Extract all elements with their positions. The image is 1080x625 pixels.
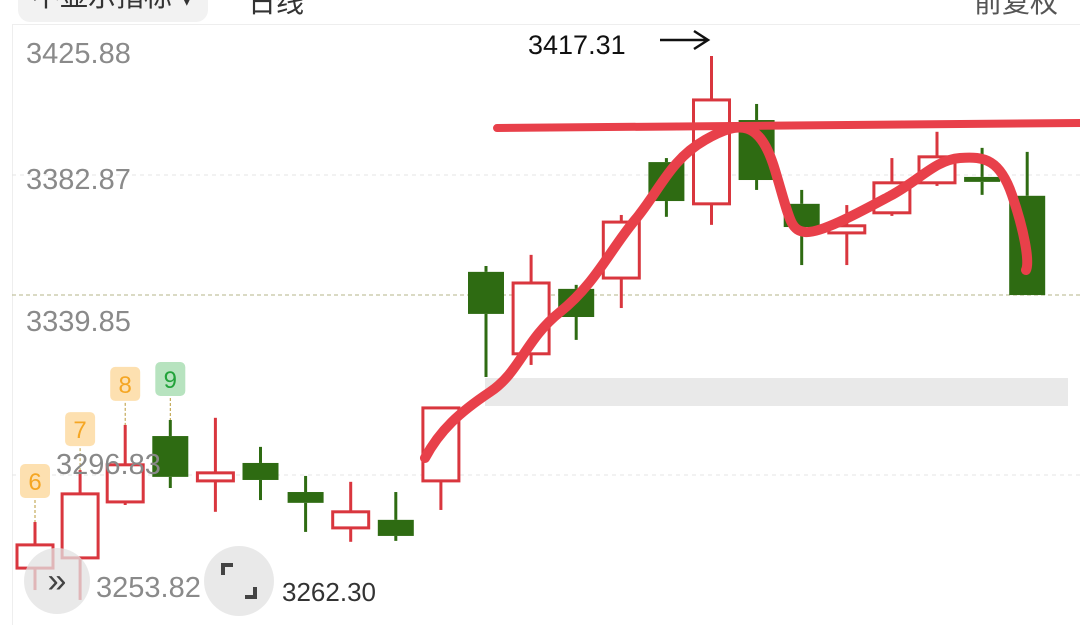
expand-button[interactable]: »	[24, 548, 90, 614]
candles-group	[15, 55, 1046, 600]
candle	[287, 475, 324, 532]
indicator-dropdown[interactable]: 不显示指标 ▾	[18, 0, 208, 22]
candle-body	[692, 98, 731, 206]
candle-body	[195, 471, 235, 483]
candle-body	[152, 436, 189, 477]
marker-badge	[155, 361, 186, 396]
candle	[242, 446, 279, 501]
max-price-annotation: 3417.31	[528, 29, 711, 60]
marker-label: 9	[164, 367, 177, 394]
marker-label: 6	[28, 469, 41, 496]
candle-body	[60, 492, 100, 560]
candlestick-chart[interactable]: 6 7 8 9 3417.31	[0, 0, 1080, 609]
marker-badge	[20, 464, 50, 499]
candle	[692, 55, 731, 225]
chart-frame	[12, 24, 1080, 625]
candle	[468, 265, 504, 377]
y-tick-label: 3296.83	[56, 449, 161, 481]
sequence-marker: 6	[20, 464, 50, 523]
candle-body	[964, 176, 1001, 182]
double-chevron-right-icon: »	[47, 561, 67, 600]
fullscreen-button[interactable]	[204, 546, 274, 616]
candle	[377, 492, 414, 541]
marker-badge	[110, 366, 141, 401]
candle-body	[468, 271, 504, 314]
period-tab-daily[interactable]: 日线	[248, 0, 305, 18]
candle-body	[242, 462, 279, 480]
candle-body	[105, 463, 145, 504]
sequence-marker: 9	[155, 361, 186, 420]
y-tick-label: 3253.82	[96, 572, 201, 604]
y-tick-label: 3339.85	[26, 306, 131, 338]
highlight-band	[485, 378, 1068, 406]
arrow-right-icon	[660, 29, 711, 51]
y-tick-label: 3425.88	[26, 38, 131, 70]
marker-badge	[65, 412, 96, 447]
y-tick-label: 3382.87	[26, 164, 131, 196]
chart-toolbar: 不显示指标 ▾ 日线 前复权	[0, 0, 1080, 22]
marker-label: 7	[73, 417, 86, 444]
adjust-selector[interactable]: 前复权	[973, 0, 1058, 18]
candle-body	[287, 492, 324, 503]
candle	[331, 481, 371, 542]
sequence-marker: 7	[65, 412, 96, 471]
annotation-resistance-line	[493, 119, 1080, 132]
marker-label: 8	[119, 372, 132, 399]
candle	[195, 417, 235, 512]
max-price-label: 3417.31	[528, 30, 626, 60]
markers-group: 6 7 8 9	[20, 361, 186, 523]
candle-body	[331, 510, 371, 530]
candle	[105, 424, 145, 506]
sequence-marker: 8	[110, 366, 141, 425]
annotation-trend-curve	[420, 122, 1033, 463]
candle-body	[377, 519, 414, 536]
fullscreen-icon	[221, 563, 257, 599]
min-price-label: 3262.30	[282, 577, 376, 607]
candle	[152, 419, 189, 489]
